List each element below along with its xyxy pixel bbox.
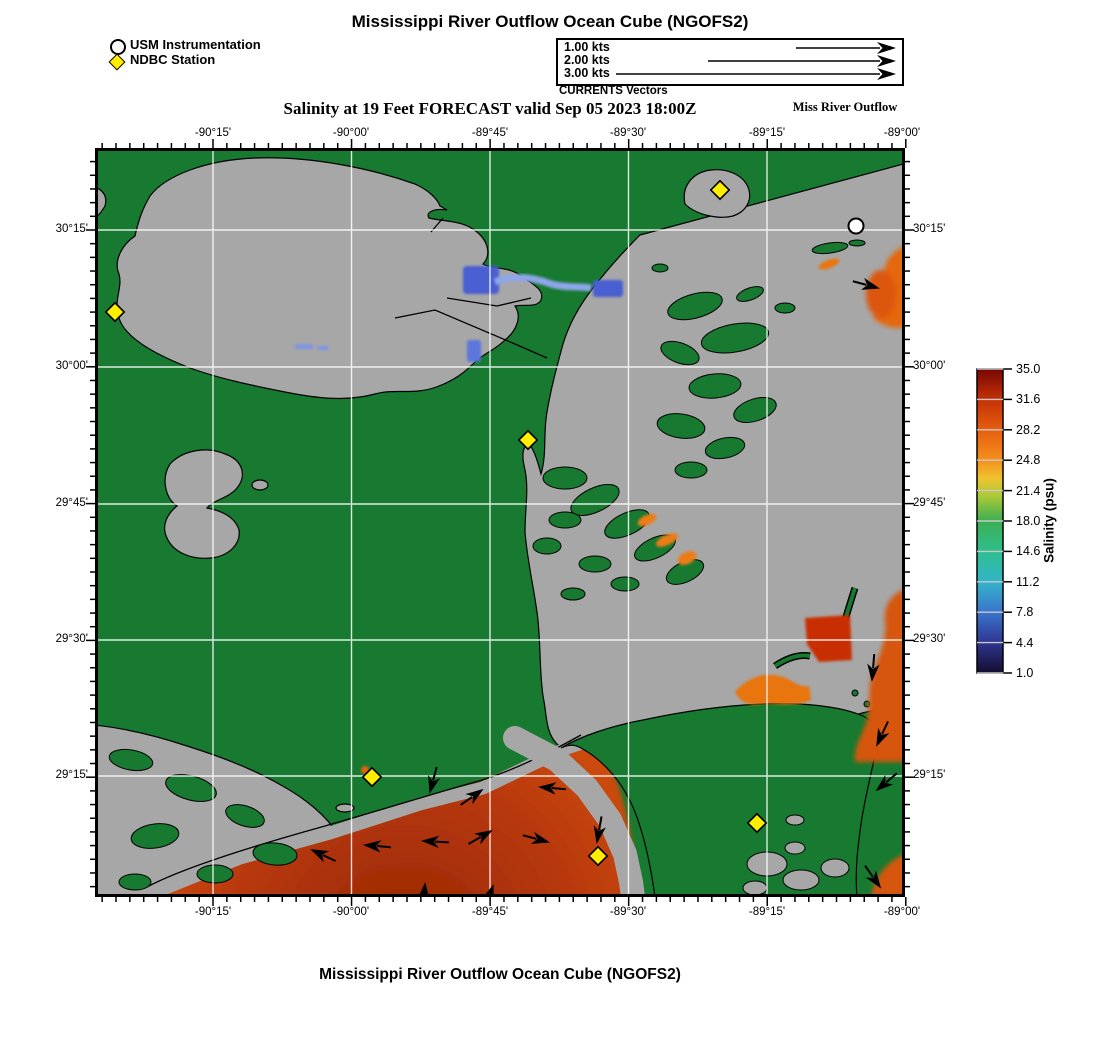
colorbar-tick-1: 31.6	[1016, 392, 1041, 406]
forecast-subtitle: Salinity at 19 Feet FORECAST valid Sep 0…	[283, 99, 697, 118]
axis-lon-top-5: -89°00'	[883, 127, 921, 139]
colorbar-tick-7: 11.2	[1016, 575, 1040, 589]
axis-lat-right-2: 29°45'	[913, 497, 946, 509]
axis-lon-top-4: -89°15'	[748, 127, 786, 139]
axis-lat-right-0: 30°15'	[913, 223, 946, 235]
axis-lat-left-4: 29°15'	[55, 769, 88, 781]
axis-lon-bot-0: -90°15'	[194, 906, 232, 918]
axis-lon-bot-4: -89°15'	[748, 906, 786, 918]
axis-lat-left-2: 29°45'	[55, 497, 88, 509]
axis-lat-left-3: 29°30'	[55, 633, 88, 645]
usm-legend-label: USM Instrumentation	[130, 37, 261, 52]
colorbar-tick-8: 7.8	[1016, 605, 1034, 619]
ndbc-marker-icon	[108, 53, 126, 71]
gulf-coastline	[146, 734, 582, 888]
vector-speed-2: 2.00 kts	[564, 53, 610, 67]
map-frame	[95, 148, 905, 897]
usm-station-marker	[847, 217, 865, 235]
vector-speed-3: 3.00 kts	[564, 66, 610, 80]
gridlines	[95, 148, 905, 897]
axis-lat-right-4: 29°15'	[913, 769, 946, 781]
colorbar-tick-10: 1.0	[1016, 666, 1034, 680]
vector-speed-1: 1.00 kts	[564, 40, 610, 54]
axis-lon-bot-1: -90°00'	[332, 906, 370, 918]
axis-lat-right-1: 30°00'	[913, 360, 946, 372]
axis-lon-bot-5: -89°00'	[883, 906, 921, 918]
colorbar-title: Salinity (psu)	[1041, 478, 1057, 563]
vector-legend-caption: CURRENTS Vectors	[559, 85, 668, 97]
page-title: Mississippi River Outflow Ocean Cube (NG…	[351, 12, 749, 31]
currents-vector-legend: 1.00 kts 2.00 kts 3.00 kts	[556, 38, 904, 86]
colorbar-tick-3: 24.8	[1016, 453, 1041, 467]
axis-lon-top-2: -89°45'	[471, 127, 509, 139]
footer-title: Mississippi River Outflow Ocean Cube (NG…	[319, 966, 681, 983]
axis-lat-left-1: 30°00'	[55, 360, 88, 372]
axis-lon-top-1: -90°00'	[332, 127, 370, 139]
colorbar	[976, 368, 1012, 674]
delta-strip	[503, 726, 645, 909]
axis-lon-bot-2: -89°45'	[471, 906, 509, 918]
axis-lon-bot-3: -89°30'	[609, 906, 647, 918]
axis-lat-right-3: 29°30'	[913, 633, 946, 645]
colorbar-tick-5: 18.0	[1016, 514, 1041, 528]
salinity-map	[92, 148, 908, 914]
colorbar-tick-9: 4.4	[1016, 636, 1034, 650]
axis-lon-top-3: -89°30'	[609, 127, 647, 139]
vector-arrows-icon	[616, 42, 896, 80]
colorbar-tick-2: 28.2	[1016, 423, 1041, 437]
salinity-map-canvas	[92, 148, 908, 914]
ndbc-legend-label: NDBC Station	[130, 52, 216, 67]
colorbar-tick-0: 35.0	[1016, 362, 1041, 376]
axis-lat-left-0: 30°15'	[55, 223, 88, 235]
colorbar-tick-6: 14.6	[1016, 544, 1041, 558]
axis-lon-top-0: -90°15'	[194, 127, 232, 139]
region-label: Miss River Outflow	[792, 100, 898, 114]
channel-lines	[394, 217, 548, 359]
colorbar-tick-4: 21.4	[1016, 484, 1041, 498]
usm-marker-icon	[110, 39, 126, 55]
